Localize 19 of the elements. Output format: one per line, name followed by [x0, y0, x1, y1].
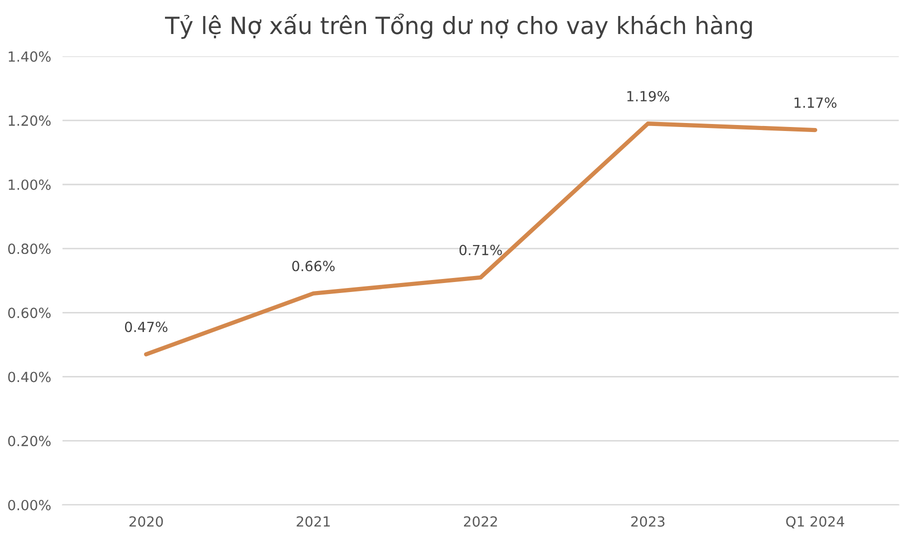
x-tick-label: 2023: [631, 516, 664, 527]
data-label: 0.71%: [459, 244, 502, 256]
x-tick-label: 2020: [129, 516, 163, 527]
y-tick-label: 0.20%: [8, 436, 51, 446]
y-tick-label: 1.20%: [8, 115, 51, 126]
x-tick-label: 2022: [464, 516, 497, 527]
y-tick-label: 1.00%: [8, 179, 51, 190]
data-label: 0.47%: [124, 322, 168, 332]
y-tick-label: 0.80%: [8, 244, 51, 254]
data-label: 1.19%: [627, 90, 670, 102]
chart-title: Tỷ lệ Nợ xấu trên Tổng dư nợ cho vay khách hàng: [164, 14, 752, 39]
data-label: 0.66%: [292, 260, 335, 272]
x-tick-label: Q1 2024: [786, 516, 844, 528]
y-tick-label: 1.40%: [8, 51, 51, 62]
y-tick-label: 0.60%: [8, 308, 51, 318]
y-tick-label: 0.40%: [8, 372, 51, 382]
y-tick-label: 0.00%: [8, 500, 51, 510]
x-tick-label: 2021: [296, 516, 330, 527]
data-label: 1.17%: [794, 97, 836, 108]
